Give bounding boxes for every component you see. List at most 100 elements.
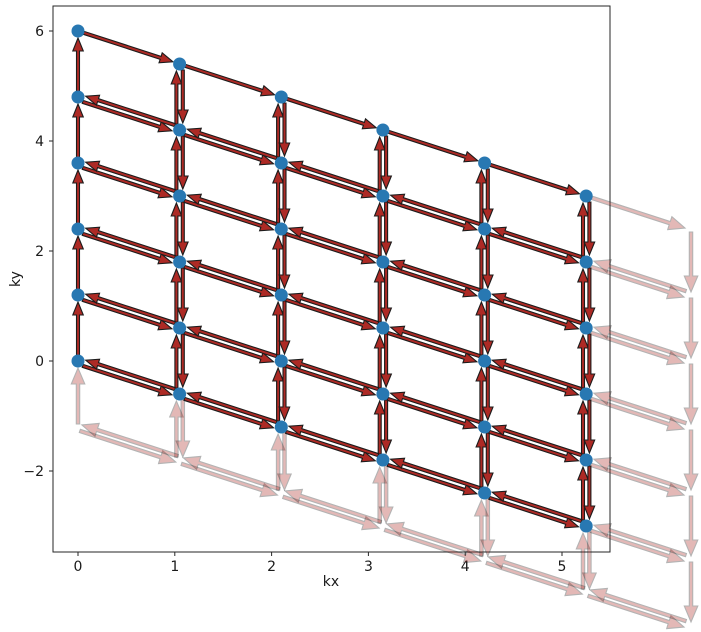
hopping-arrow-left (185, 127, 278, 161)
hopping-arrow-up (271, 300, 285, 356)
hopping-arrow-up (373, 267, 386, 323)
wrapped-hopping-arrow-up (575, 531, 591, 590)
hopping-arrow-up (373, 201, 386, 257)
k-point (71, 156, 85, 170)
hopping-arrow-left (287, 292, 380, 326)
hopping-arrow-left (84, 292, 177, 326)
hopping-arrow-left (490, 292, 583, 326)
hopping-arrow-left (185, 259, 278, 293)
wrapped-hopping-arrow-up (70, 366, 86, 425)
k-point (274, 288, 288, 302)
y-tick-label: 0 (35, 354, 44, 370)
k-point (376, 189, 390, 203)
hopping-arrow-down (176, 333, 189, 389)
hopping-arrow-down (481, 234, 494, 290)
hopping-arrow-down (176, 69, 189, 125)
k-point (376, 123, 390, 137)
hopping-arrow-left (490, 490, 583, 524)
wrapped-hopping-arrow-right (78, 428, 178, 465)
hopping-arrow-left (287, 226, 380, 260)
k-point (376, 321, 390, 335)
hopping-arrow-down (380, 135, 393, 191)
hopping-arrow-up (170, 201, 183, 257)
k-point (478, 222, 492, 236)
wrapped-hopping-arrows-layer (70, 195, 699, 630)
hopping-arrow-left (84, 358, 177, 392)
hopping-arrow-up (170, 135, 183, 191)
hopping-arrow-left (185, 193, 278, 227)
k-point (71, 288, 85, 302)
hopping-arrow-up (170, 333, 183, 389)
hopping-arrow-left (389, 457, 481, 491)
wrapped-hopping-arrow-right (589, 264, 686, 300)
hopping-arrow-up (475, 432, 488, 488)
hopping-arrow-up (71, 168, 85, 224)
hopping-arrow-left (490, 424, 583, 458)
wrapped-hopping-arrow-left (592, 325, 688, 360)
k-point (71, 222, 85, 236)
hopping-arrow-up (71, 300, 85, 356)
hopping-arrow-left (389, 193, 481, 227)
wrapped-hopping-arrow-down (683, 561, 699, 624)
hopping-arrow-right (82, 30, 175, 64)
hopping-arrow-right (387, 129, 480, 163)
k-point (173, 387, 187, 401)
k-point (478, 156, 492, 170)
x-tick-label: 2 (267, 559, 276, 575)
k-point (579, 387, 593, 401)
k-point (274, 222, 288, 236)
wrapped-hopping-arrow-right (180, 461, 279, 498)
wrapped-hopping-arrow-left (80, 422, 179, 459)
k-point (274, 90, 288, 104)
hopping-arrow-up (170, 267, 183, 323)
hopping-arrow-down (176, 135, 189, 191)
hopping-arrow-down (583, 465, 596, 521)
wrapped-hopping-arrow-left (592, 391, 688, 426)
hopping-arrow-up (475, 366, 488, 422)
wrapped-hopping-arrow-left (592, 523, 688, 558)
hopping-arrow-left (84, 226, 177, 260)
hopping-arrow-left (389, 325, 481, 359)
y-tick-label: 2 (35, 244, 44, 260)
k-point (579, 519, 593, 533)
hopping-arrow-down (481, 168, 494, 224)
hopping-arrow-left (84, 160, 177, 194)
x-tick-label: 3 (364, 559, 373, 575)
hopping-arrow-down (278, 102, 291, 158)
hopping-arrow-up (271, 102, 285, 158)
hopping-arrow-up (576, 399, 590, 455)
k-point (376, 453, 390, 467)
wrapped-hopping-arrow-up (473, 498, 489, 557)
x-tick-label: 5 (558, 559, 567, 575)
k-point (71, 24, 85, 38)
hopping-arrow-left (185, 325, 278, 359)
hopping-arrow-down (481, 366, 494, 422)
wrapped-hopping-arrow-right (589, 528, 686, 564)
k-point (579, 453, 593, 467)
hopping-arrow-up (373, 399, 386, 455)
hopping-arrow-right (285, 96, 378, 130)
hopping-arrow-right (184, 63, 276, 97)
wrapped-hopping-arrow-left (283, 488, 383, 525)
wrapped-hopping-arrow-right (383, 527, 483, 564)
hopping-arrow-up (271, 366, 285, 422)
k-point (274, 354, 288, 368)
wrapped-hopping-arrow-right (590, 195, 687, 231)
hopping-arrow-down (583, 333, 596, 389)
hopping-arrow-down (278, 366, 291, 422)
wrapped-hopping-arrow-left (182, 455, 281, 492)
hopping-arrow-down (176, 201, 189, 257)
hopping-arrow-left (185, 391, 278, 425)
hopping-arrow-up (71, 36, 85, 92)
wrapped-hopping-arrow-down (480, 498, 496, 558)
k-point (376, 255, 390, 269)
hopping-arrow-down (380, 399, 393, 455)
hopping-arrow-up (576, 465, 590, 521)
hopping-arrow-left (287, 160, 380, 194)
wrapped-hopping-arrow-left (588, 587, 688, 624)
hopping-arrow-up (170, 69, 183, 125)
k-point (478, 288, 492, 302)
hopping-arrow-up (475, 300, 488, 356)
hopping-arrow-down (278, 168, 291, 224)
